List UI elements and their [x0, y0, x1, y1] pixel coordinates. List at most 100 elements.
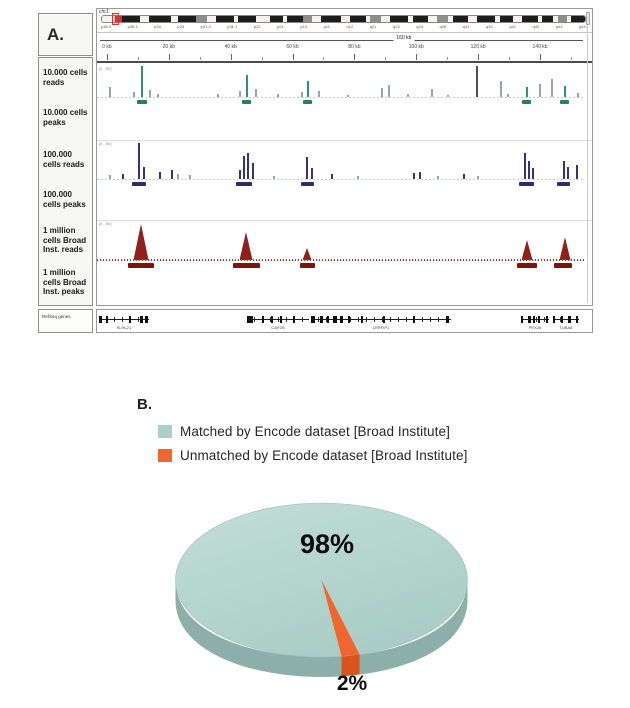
ideogram-band-label: p31.3	[201, 24, 211, 30]
ruler-tick-minor	[262, 57, 263, 60]
ideogram-band-label: p11	[324, 24, 330, 30]
signal-spike	[477, 176, 479, 179]
signal-spike	[217, 94, 219, 97]
scrollbar	[587, 11, 588, 303]
peak-block	[554, 263, 572, 268]
tracks-area: [0 - 50][0 - 50][0 - 50]	[97, 65, 592, 305]
gene-exon	[129, 316, 131, 323]
peak-triangle	[240, 232, 253, 260]
ruler-tick	[354, 54, 355, 60]
ruler-tick-label: 0 kb	[102, 44, 111, 50]
ideogram-band-label: q24	[416, 24, 423, 30]
gene-exon	[333, 316, 337, 323]
ideogram-band	[571, 16, 584, 22]
peak-block	[236, 182, 252, 186]
gene-exon	[271, 316, 273, 323]
ideogram-band	[171, 16, 178, 22]
signal-spike	[157, 94, 159, 97]
panel-b-label: B.	[137, 396, 152, 413]
ideogram-band-label: q43	[556, 24, 563, 30]
signal-spike	[524, 153, 526, 179]
ideogram-band-label: p21	[277, 24, 284, 30]
signal-spike	[388, 85, 390, 97]
ruler-tick-minor	[200, 57, 201, 60]
ideogram-band	[428, 16, 437, 22]
gene-exon	[247, 316, 253, 323]
signal-spike	[171, 170, 173, 179]
signal-spike	[437, 176, 439, 179]
gene-exon	[546, 316, 548, 323]
ideogram-bands	[101, 15, 586, 23]
ruler-tick-label: 80 kb	[348, 44, 360, 50]
ideogram-band	[216, 16, 234, 22]
gene-exon	[568, 316, 571, 323]
genome-browser: chr1 p36.3p36.1p34p33p31.3p31.1p22p21p13…	[96, 8, 593, 306]
panel-a-label: A.	[47, 25, 64, 45]
ideogram-band-label: p22	[254, 24, 261, 30]
pie-chart	[160, 494, 490, 699]
ideogram-band-label: p31.1	[227, 24, 237, 30]
ideogram-band-label: p36.1	[128, 24, 138, 30]
signal-spike	[347, 95, 349, 97]
ideogram-band-labels: p36.3p36.1p34p33p31.3p31.1p22p21p13p11q1…	[101, 24, 586, 30]
signal-spike	[567, 167, 569, 179]
gene-model: TUBA8	[553, 310, 579, 334]
peak-triangle	[522, 240, 533, 260]
ideogram-band	[312, 16, 321, 22]
ruler-tick-minor	[571, 57, 572, 60]
gene-exon	[446, 316, 449, 323]
ideogram-band	[341, 16, 350, 22]
ideogram-band-label: q42	[533, 24, 540, 30]
legend-label-matched: Matched by Encode dataset [Broad Institu…	[180, 424, 450, 439]
signal-spike	[500, 81, 502, 97]
ideogram-band	[522, 16, 538, 22]
figure: A. 10.000 cells reads 10.000 cells peaks…	[0, 0, 630, 708]
ideogram-band-label: q12	[347, 24, 354, 30]
signal-spike	[463, 174, 465, 179]
ideogram-band-label: p13	[300, 24, 307, 30]
gene-exon	[553, 316, 555, 323]
ruler-tick-label: 60 kb	[286, 44, 298, 50]
signal-spike	[528, 161, 530, 179]
gene-exon	[413, 316, 415, 323]
signal-spike	[273, 176, 275, 179]
refseq-label: RefSeq genes	[42, 314, 71, 319]
peak-block	[519, 182, 534, 186]
gene-name: LRRFIP1	[311, 325, 451, 330]
signal-spike	[239, 91, 241, 97]
ruler-tick	[169, 54, 170, 60]
signal-spike	[532, 168, 534, 179]
chromosome-ideogram: chr1 p36.3p36.1p34p33p31.3p31.1p22p21p13…	[97, 9, 592, 32]
ideogram-band-label: q41	[509, 24, 516, 30]
ideogram-band	[542, 16, 553, 22]
track-label-1m-peaks: 1 million cells Broad Inst. peaks	[43, 268, 90, 297]
track-label-100k-peaks: 100.000 cells peaks	[43, 190, 90, 209]
ideogram-band-label: p33	[177, 24, 184, 30]
signal-spike	[318, 91, 320, 97]
track-label-100k-reads: 100.000 cells reads	[43, 150, 90, 169]
legend-swatch-matched	[158, 425, 172, 438]
signal-spike	[526, 87, 528, 97]
ideogram-band-label: q21	[370, 24, 377, 30]
track-label-1m-reads: 1 million cells Broad Inst. reads	[43, 226, 90, 255]
gene-name: TUBA8	[553, 325, 579, 330]
ideogram-band	[287, 16, 303, 22]
track-scale-label: [0 - 50]	[99, 141, 111, 146]
signal-spike	[189, 175, 191, 179]
signal-spike	[243, 156, 245, 179]
track-label-10k-reads: 10.000 cells reads	[43, 68, 90, 87]
peak-block	[128, 263, 154, 268]
gene-exon	[561, 316, 563, 323]
peak-block	[300, 263, 315, 268]
signal-spike	[306, 157, 308, 179]
ruler-tick-minor	[509, 57, 510, 60]
ideogram-band-label: p36.3	[101, 24, 111, 30]
ruler-tick-minor	[138, 57, 139, 60]
ruler-tick	[231, 54, 232, 60]
legend-item-unmatched: Unmatched by Encode dataset [Broad Insti…	[158, 448, 467, 463]
gene-model: LRRFIP1	[311, 310, 451, 334]
gene-exon	[311, 316, 315, 323]
gene-exon	[320, 316, 323, 323]
signal-spike	[149, 90, 151, 97]
gene-exon	[99, 316, 102, 323]
